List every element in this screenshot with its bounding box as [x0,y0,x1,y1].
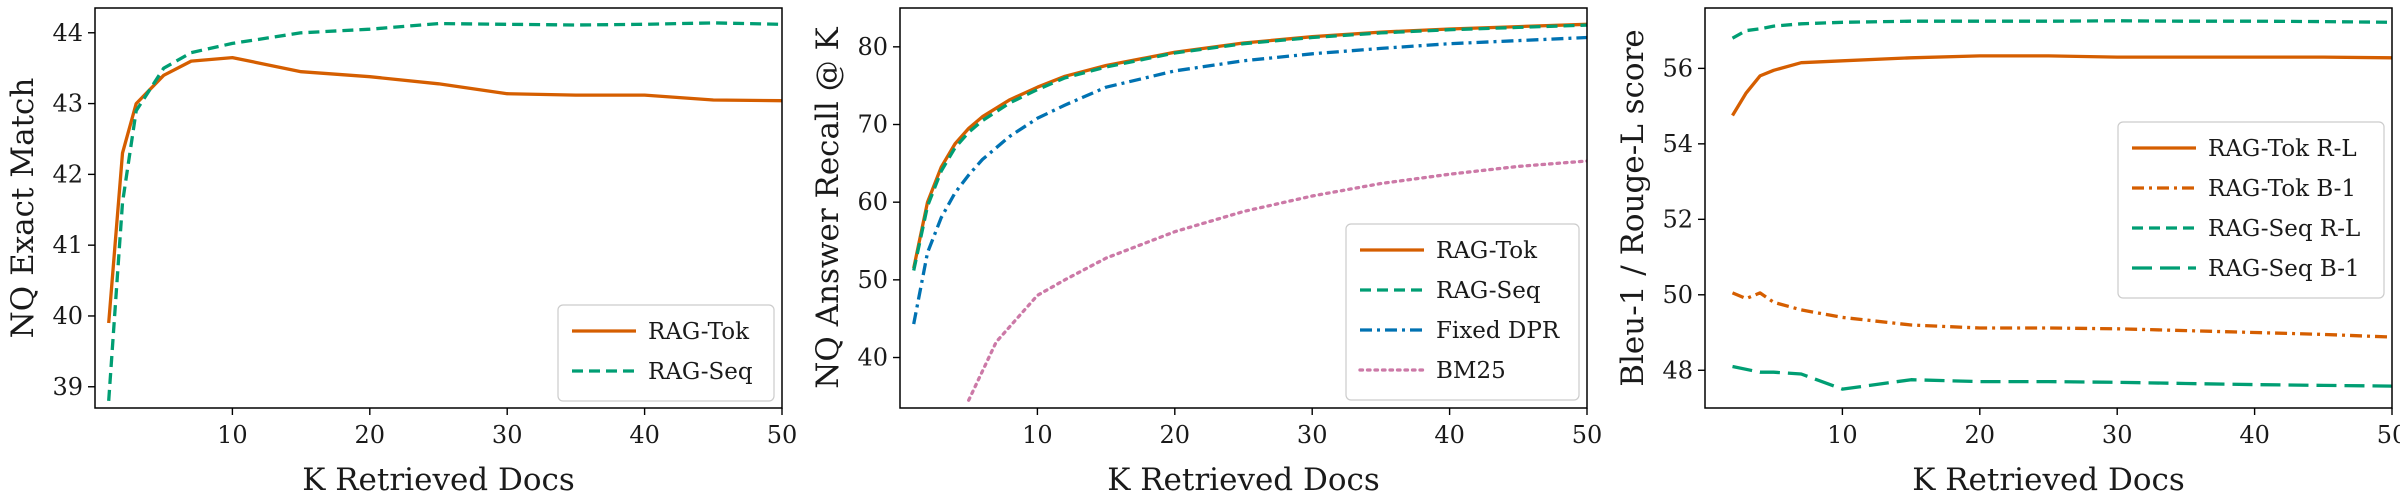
y-tick-label: 52 [1662,205,1693,233]
plot-frame [899,7,1588,409]
legend: RAG-Tok RAG-Seq Fixed DPR BM25 [1345,223,1580,401]
legend-box [557,304,775,402]
x-tick-label: 20 [355,421,386,449]
x-tick-label: 20 [1160,421,1191,449]
y-tick-label: 50 [857,266,888,294]
legend-label-rag-tok: RAG-Tok [1436,238,1538,264]
series-line-rag-seq-r-l [1731,19,2392,40]
y-tick-label: 39 [52,373,83,401]
y-tick-label: 48 [1662,356,1693,384]
series-line-rag-tok-r-l [1731,54,2392,117]
y-tick-label: 60 [857,188,888,216]
legend-label-rag-tok-r-l: RAG-Tok R-L [2208,136,2357,162]
y-axis-label: NQ Answer Recall @ K [810,26,846,388]
legend: RAG-Tok RAG-Seq [557,304,775,402]
y-axis-label: NQ Exact Match [5,78,41,339]
plot-frame [94,7,783,409]
y-tick-label: 44 [52,19,83,47]
y-tick-label: 40 [857,344,888,372]
x-tick-label: 50 [1572,421,1603,449]
x-tick-label: 30 [2102,421,2133,449]
legend-label-rag-seq: RAG-Seq [648,359,753,385]
y-tick-label: 80 [857,33,888,61]
x-tick-label: 40 [2239,421,2270,449]
legend-box [2117,121,2385,299]
chart-panel-2: 10 20 30 40 50 40 50 60 70 80 K Retrieved Docs NQ A… [810,7,1603,498]
y-tick-label: 70 [857,111,888,139]
legend-label-fixed-dpr: Fixed DPR [1436,318,1560,344]
x-tick-label: 30 [1297,421,1328,449]
y-tick-label: 43 [52,90,83,118]
series-line-rag-tok-b-1 [1731,291,2392,339]
series-line-rag-seq-b-1 [1732,364,2392,391]
legend-label-rag-seq-b-1: RAG-Seq B-1 [2208,256,2360,282]
x-tick-label: 20 [1965,421,1996,449]
series-line-rag-tok [107,55,782,324]
x-tick-label: 10 [1022,421,1053,449]
series-line-bm25 [967,159,1587,402]
chart-panel-1: 10 20 30 40 50 39 40 41 42 43 44 K Retrieved Docs NQ… [5,7,798,498]
series-line-fixed-dpr [912,35,1587,325]
x-tick-label: 10 [217,421,248,449]
x-axis-label: K Retrieved Docs [1107,462,1380,498]
x-tick-label: 40 [1434,421,1465,449]
legend-label-rag-tok-b-1: RAG-Tok B-1 [2208,176,2356,202]
legend: RAG-Tok R-L RAG-Tok B-1 RAG-Seq R-L RAG-Seq… [2117,121,2385,299]
x-axis-label: K Retrieved Docs [1912,462,2185,498]
x-axis-label: K Retrieved Docs [302,462,575,498]
y-tick-label: 41 [52,231,83,259]
x-tick-label: 50 [767,421,798,449]
legend-label-rag-seq-r-l: RAG-Seq R-L [2208,216,2360,242]
chart-panel-3: 10 20 30 40 50 48 50 52 54 56 K Retrieved Docs Bleu… [1615,7,2400,498]
x-tick-label: 40 [629,421,660,449]
x-tick-label: 10 [1827,421,1858,449]
legend-label-rag-seq: RAG-Seq [1436,278,1541,304]
legend-box [1345,223,1580,401]
y-tick-label: 40 [52,302,83,330]
series-line-rag-seq [912,23,1587,271]
y-axis-label: Bleu-1 / Rouge-L score [1615,29,1651,387]
y-tick-label: 42 [52,160,83,188]
y-tick-label: 54 [1662,130,1693,158]
legend-label-bm25: BM25 [1436,358,1506,384]
y-tick-label: 56 [1662,54,1693,82]
x-tick-label: 50 [2377,421,2400,449]
plot-frame [1704,7,2393,409]
y-tick-label: 50 [1662,281,1693,309]
legend-label-rag-tok: RAG-Tok [648,319,750,345]
series-line-rag-seq [107,21,782,402]
x-tick-label: 30 [492,421,523,449]
